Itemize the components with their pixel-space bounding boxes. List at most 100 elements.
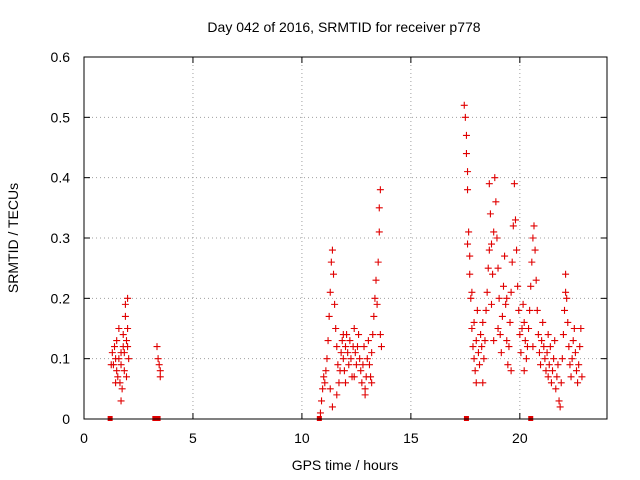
data-point	[495, 294, 503, 302]
data-point	[521, 337, 529, 345]
data-point	[119, 331, 127, 339]
data-point	[320, 373, 328, 381]
data-point	[342, 343, 349, 351]
data-point	[117, 397, 125, 405]
data-point	[476, 361, 484, 369]
data-point	[355, 331, 363, 339]
axis-ticks: 0 0.1 0.2 0.3 0.4 0.5 0.6 0 5 10 15 20	[51, 49, 607, 446]
data-point	[488, 300, 496, 308]
y-tick-label: 0.6	[51, 49, 71, 65]
data-point	[112, 379, 120, 387]
y-tick-label: 0.5	[51, 109, 71, 125]
data-point	[121, 312, 129, 320]
data-point	[562, 270, 570, 278]
data-point	[503, 337, 511, 345]
data-point	[481, 337, 489, 345]
data-point	[120, 367, 128, 375]
data-point	[470, 355, 478, 363]
data-point	[520, 318, 528, 326]
x-tick-label: 20	[512, 430, 528, 446]
data-point	[552, 385, 560, 393]
data-point	[541, 355, 549, 363]
data-point	[492, 198, 500, 206]
data-point	[505, 343, 513, 351]
data-point	[326, 288, 334, 296]
data-point	[345, 361, 353, 369]
data-point	[122, 373, 130, 381]
data-point	[469, 343, 477, 351]
data-point	[496, 331, 504, 339]
data-point	[562, 288, 570, 296]
data-point	[155, 361, 163, 369]
data-point	[546, 343, 554, 351]
data-point	[533, 306, 541, 314]
data-point	[534, 331, 542, 339]
data-point	[338, 337, 346, 345]
data-point	[121, 300, 129, 308]
y-tick-label: 0.1	[51, 351, 71, 367]
data-point	[108, 349, 116, 357]
data-point	[319, 385, 327, 393]
data-point	[511, 216, 519, 224]
data-point	[351, 349, 359, 357]
data-point	[517, 349, 525, 357]
data-point	[332, 325, 340, 332]
y-tick-label: 0.2	[51, 290, 71, 306]
data-point	[503, 294, 511, 302]
data-point	[464, 186, 472, 194]
data-point	[115, 355, 123, 363]
data-point	[154, 355, 162, 363]
data-point	[115, 325, 123, 332]
data-point	[125, 355, 133, 363]
data-point	[377, 343, 385, 351]
data-point	[321, 379, 329, 387]
data-point	[375, 204, 383, 212]
x-axis-label: GPS time / hours	[292, 457, 399, 473]
data-point	[538, 337, 546, 345]
data-point	[335, 379, 343, 387]
data-point	[557, 379, 565, 387]
data-point	[513, 246, 521, 254]
data-point	[330, 270, 338, 278]
data-point	[493, 234, 501, 242]
data-point	[547, 379, 555, 387]
data-point	[333, 343, 341, 351]
data-point	[363, 355, 371, 363]
data-point	[488, 240, 496, 248]
data-point	[543, 349, 551, 357]
data-point	[490, 337, 498, 345]
data-point	[528, 258, 536, 266]
data-point	[484, 264, 492, 272]
data-point	[555, 397, 563, 405]
data-point	[542, 367, 550, 375]
data-point	[480, 355, 488, 363]
data-point	[344, 349, 352, 357]
data-point	[535, 349, 543, 357]
data-point	[368, 379, 376, 387]
data-point	[553, 373, 561, 381]
data-point	[352, 361, 360, 369]
data-point	[479, 379, 487, 387]
data-point	[526, 306, 534, 314]
x-tick-label: 10	[294, 430, 310, 446]
y-tick-label: 0.4	[51, 170, 71, 186]
x-tick-label: 5	[189, 430, 197, 446]
data-point	[468, 325, 476, 332]
data-point	[525, 325, 533, 332]
data-point	[356, 355, 364, 363]
data-point	[318, 397, 326, 405]
data-point	[550, 355, 558, 363]
data-point	[113, 367, 121, 375]
data-point	[504, 361, 512, 369]
data-point	[571, 349, 579, 357]
data-point	[506, 318, 514, 326]
data-point	[520, 367, 528, 375]
data-point	[471, 367, 479, 375]
data-point	[339, 331, 347, 339]
data-point	[353, 343, 361, 351]
data-point	[339, 355, 347, 363]
data-point	[371, 294, 379, 302]
data-point	[375, 228, 383, 236]
